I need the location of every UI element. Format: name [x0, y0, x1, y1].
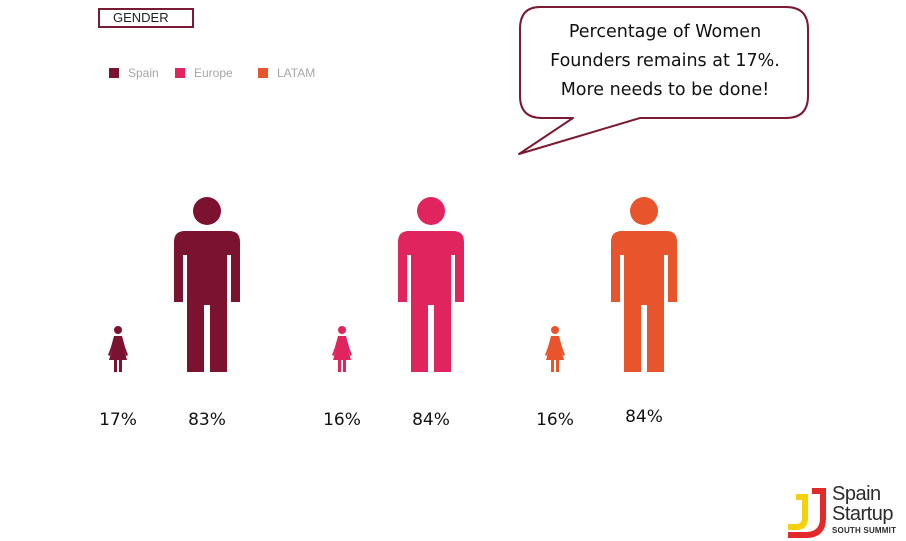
female-figure-latam-head: [551, 326, 559, 334]
logo-line-3: SOUTH SUMMIT: [832, 526, 897, 535]
legend-label-latam: LATAM: [277, 66, 316, 80]
female-figure-europe-dress: [332, 336, 352, 360]
female-pct-label-spain: 17%: [99, 410, 137, 430]
female-figure-latam-leg-left: [551, 360, 554, 372]
male-figure-latam-head: [630, 197, 658, 225]
legend-swatch-spain: [109, 68, 119, 78]
female-figure-europe: [332, 326, 352, 372]
logo-line-2: Startup: [832, 503, 893, 525]
legend-label-spain: Spain: [128, 66, 159, 80]
spain-startup-logo: [788, 488, 826, 538]
male-figure-spain-head: [193, 197, 221, 225]
logo-mark-yellow: [788, 494, 808, 530]
female-figure-europe-leg-left: [338, 360, 341, 372]
logo-wordmark: Spain Startup SOUTH SUMMIT: [832, 484, 896, 535]
female-figure-latam-leg-right: [556, 360, 559, 372]
callout-line-1: Percentage of Women: [568, 22, 762, 42]
male-pct-label-spain: 83%: [188, 410, 226, 430]
female-figure-europe-head: [338, 326, 346, 334]
female-figure-latam: [545, 326, 565, 372]
male-figure-spain: [174, 197, 240, 372]
male-pct-label-latam: 84%: [625, 407, 663, 427]
male-figure-europe: [398, 197, 464, 372]
legend-swatch-europe: [175, 68, 185, 78]
female-pct-label-europe: 16%: [323, 410, 361, 430]
female-figure-spain: [108, 326, 128, 372]
female-figure-europe-leg-right: [343, 360, 346, 372]
male-figure-latam-body: [611, 231, 677, 372]
logo-line-1: Spain: [832, 483, 881, 505]
legend-item-latam: LATAM: [258, 66, 315, 80]
male-figure-europe-body: [398, 231, 464, 372]
female-figure-spain-leg-right: [119, 360, 122, 372]
female-pct-label-latam: 16%: [536, 410, 574, 430]
female-figure-spain-dress: [108, 336, 128, 360]
callout-line-3: More needs to be done!: [560, 80, 770, 100]
legend-item-europe: Europe: [175, 66, 233, 80]
callout-text: Percentage of Women Founders remains at …: [522, 18, 808, 105]
gender-tag: GENDER: [98, 8, 194, 28]
female-figure-latam-dress: [545, 336, 565, 360]
male-figure-europe-head: [417, 197, 445, 225]
legend-item-spain: Spain: [109, 66, 159, 80]
logo-mark-red: [788, 488, 826, 538]
legend-swatch-latam: [258, 68, 268, 78]
female-figure-spain-head: [114, 326, 122, 334]
male-pct-label-europe: 84%: [412, 410, 450, 430]
legend-label-europe: Europe: [194, 66, 233, 80]
female-figure-spain-leg-left: [114, 360, 117, 372]
male-figure-latam: [611, 197, 677, 372]
male-figure-spain-body: [174, 231, 240, 372]
callout-line-2: Founders remains at 17%.: [550, 51, 780, 71]
